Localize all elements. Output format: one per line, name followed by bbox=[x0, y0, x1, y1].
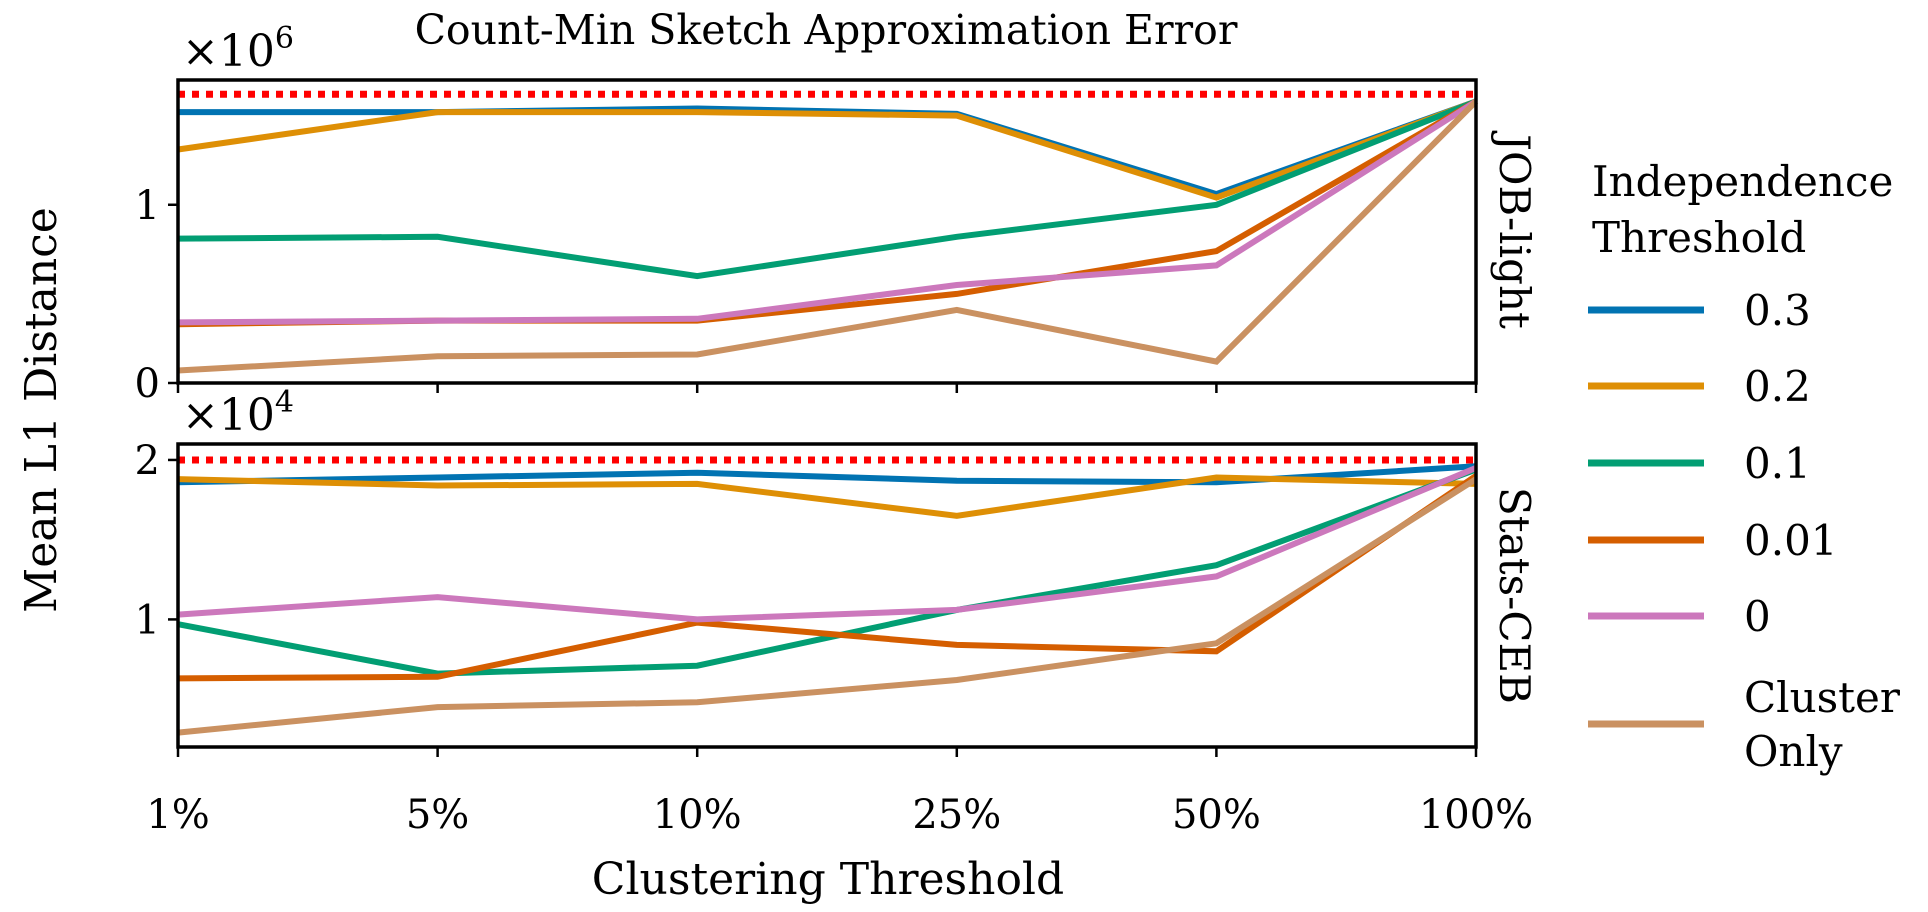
series-line-3 bbox=[177, 466, 1478, 677]
series-line-4 bbox=[177, 98, 1478, 328]
series-line-5 bbox=[177, 465, 1478, 623]
panel-frame bbox=[176, 78, 1478, 385]
series-line-2 bbox=[177, 474, 1477, 519]
y-tick-label: 1 bbox=[135, 183, 160, 229]
legend-label-1: 0.3 bbox=[1744, 286, 1811, 335]
axis-multiplier: ×104 bbox=[182, 385, 294, 441]
series-line-6 bbox=[177, 99, 1479, 374]
series-line-2 bbox=[177, 98, 1478, 201]
series-line-5 bbox=[177, 98, 1478, 326]
legend-label-4: 0.01 bbox=[1744, 516, 1838, 565]
x-tick-label: 5% bbox=[406, 792, 469, 838]
panel-frame bbox=[176, 442, 1478, 749]
x-axis-label: Clustering Threshold bbox=[592, 854, 1064, 905]
panel-2: 1 2 ×104 Stats-CEB bbox=[135, 385, 1539, 757]
panel-1: 0 1 ×106 JOB-light bbox=[135, 21, 1539, 407]
legend-title: Independence bbox=[1592, 157, 1893, 206]
axis-multiplier: ×106 bbox=[182, 21, 294, 77]
x-tick-label: 1% bbox=[146, 792, 209, 838]
facet-label: JOB-light bbox=[1490, 130, 1539, 329]
facet-label: Stats-CEB bbox=[1490, 487, 1539, 704]
legend-label-6: Only bbox=[1744, 727, 1843, 776]
panels: 0 1 ×106 JOB-light 1 2 ×104 Stats-CEB 1% 5% 10% 25%… bbox=[135, 21, 1539, 838]
y-tick-label: 1 bbox=[135, 597, 160, 643]
x-tick-labels: 1% 5% 10% 25% 50% 100% bbox=[146, 792, 1533, 838]
x-tick-label: 100% bbox=[1419, 792, 1533, 838]
x-tick-label: 50% bbox=[1172, 792, 1261, 838]
legend: Independence Threshold 0.3 0.2 0.1 0.01 0 Clust… bbox=[1588, 157, 1901, 776]
legend-label-5: 0 bbox=[1744, 592, 1771, 641]
x-tick-label: 10% bbox=[653, 792, 742, 838]
series-line-4 bbox=[177, 473, 1478, 682]
y-tick-label: 2 bbox=[135, 438, 160, 484]
y-tick-label: 0 bbox=[135, 361, 160, 407]
legend-title: Threshold bbox=[1592, 213, 1806, 262]
series-line-3 bbox=[177, 98, 1478, 280]
legend-label-3: 0.1 bbox=[1744, 439, 1811, 488]
chart-title: Count-Min Sketch Approximation Error bbox=[415, 6, 1238, 54]
series-line-6 bbox=[177, 476, 1478, 736]
x-tick-label: 25% bbox=[912, 792, 1001, 838]
legend-label-2: 0.2 bbox=[1744, 362, 1811, 411]
y-axis-label: Mean L1 Distance bbox=[16, 207, 67, 613]
legend-label-6: Cluster bbox=[1744, 673, 1901, 722]
